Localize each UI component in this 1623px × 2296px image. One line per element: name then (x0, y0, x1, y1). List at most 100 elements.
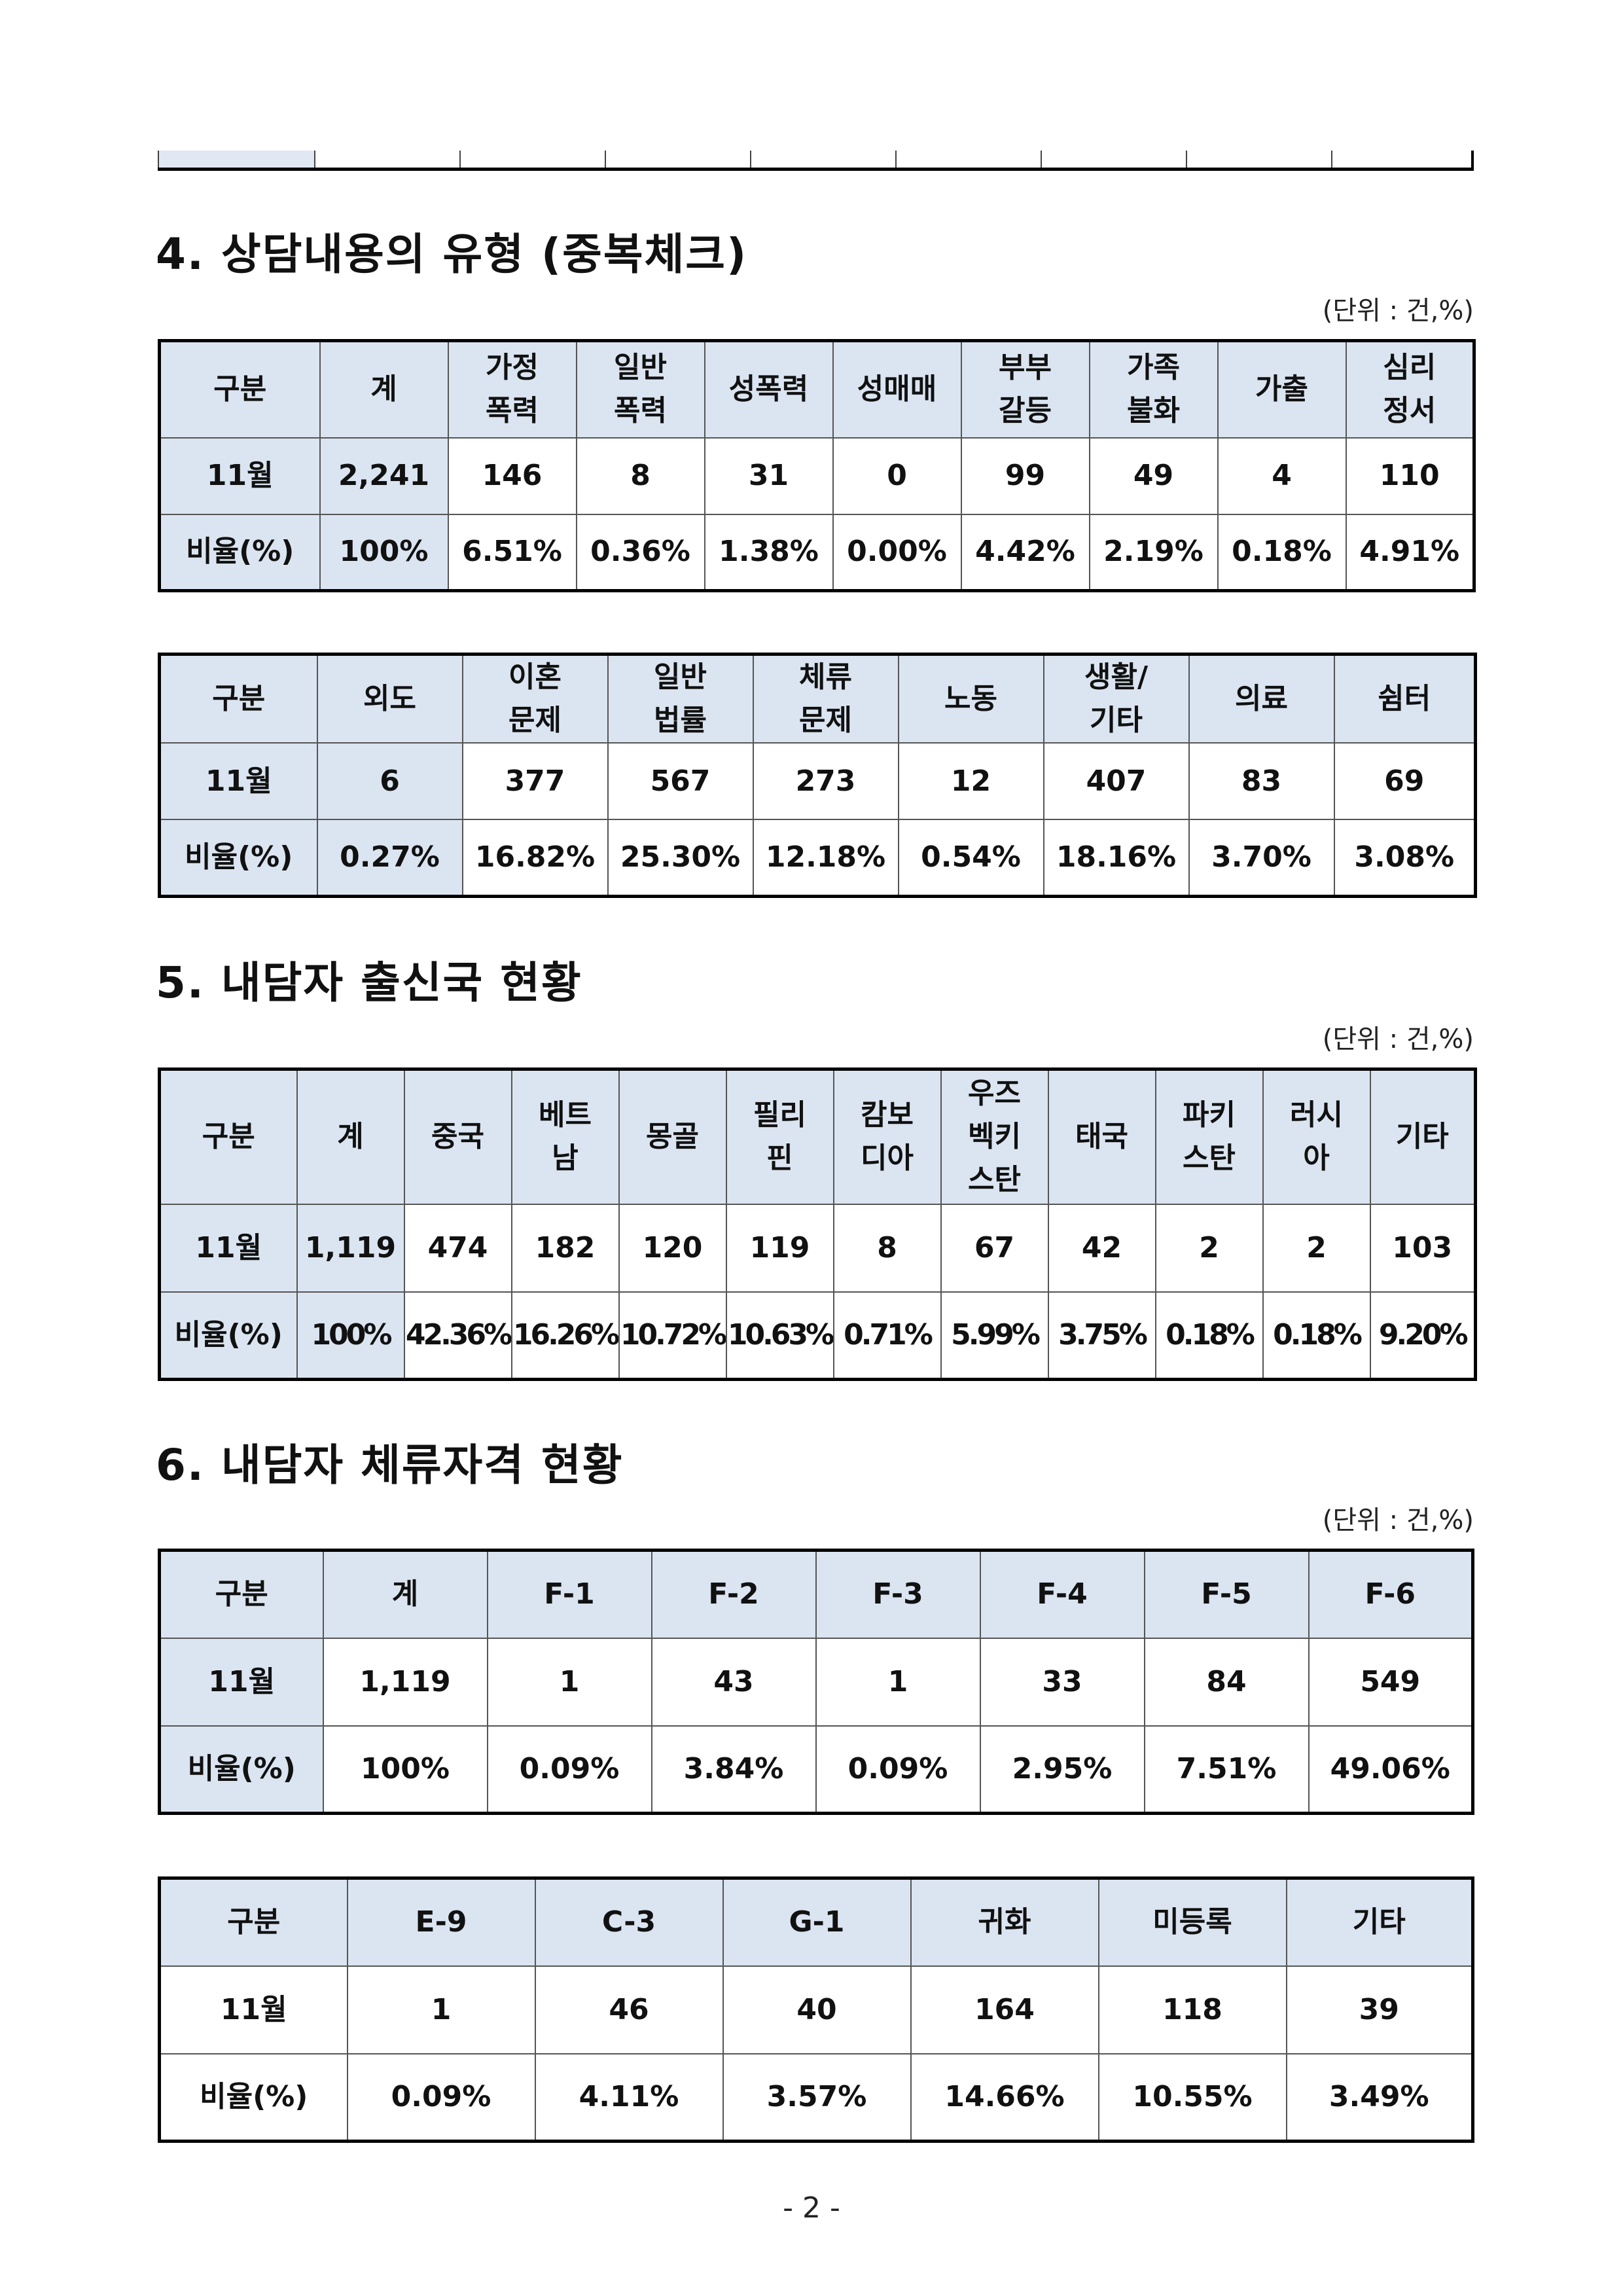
table-row: 비율(%) 100% 42.36% 16.26% 10.72% 10.63% 0.71% 5.… (158, 1291, 1476, 1380)
data-cell: 3.08% (1333, 819, 1476, 897)
data-cell: 1,119 (322, 1637, 488, 1727)
row-label-cell: 11월 (158, 437, 321, 515)
header-cell: 귀화 (910, 1877, 1099, 1967)
header-cell: 구분 (158, 1877, 348, 1967)
header-cell: 계 (322, 1549, 488, 1639)
header-cell: 노동 (897, 653, 1044, 744)
section-6-unit: (단위 : 건,%) (1322, 1505, 1474, 1535)
data-cell: 100% (296, 1291, 405, 1380)
header-cell: 가족 불화 (1088, 340, 1219, 439)
section-5-title: 5. 내담자 출신국 현황 (156, 958, 582, 1008)
data-cell: 1.38% (704, 513, 834, 592)
table-row: 11월 2,241 146 8 31 0 99 49 4 110 (158, 437, 1475, 515)
data-cell: 25.30% (607, 819, 754, 897)
header-cell: 가정 폭력 (447, 340, 577, 439)
header-cell: 구분 (158, 653, 318, 744)
header-cell: 필리 핀 (725, 1068, 834, 1205)
counseling-type-table-b: 구분 외도 이혼 문제 일반 법률 체류 문제 노동 생활/ 기타 의료 쉼터 11월 6 377 56… (158, 653, 1477, 898)
data-cell: 567 (607, 742, 754, 820)
previous-table-bottom-edge (158, 151, 1474, 171)
data-cell: 40 (722, 1965, 912, 2054)
section-5-unit: (단위 : 건,%) (1322, 1024, 1474, 1054)
data-cell: 2 (1154, 1203, 1264, 1293)
data-cell: 164 (910, 1965, 1099, 2054)
data-cell: 12.18% (752, 819, 899, 897)
data-cell: 4.11% (534, 2053, 724, 2142)
row-label-cell: 비율(%) (158, 819, 318, 897)
header-cell: 가출 (1217, 340, 1347, 439)
data-cell: 1 (486, 1637, 652, 1727)
header-row: 구분 계 가정 폭력 일반 폭력 성폭력 성매매 부부 갈등 가족 불화 가출 심리 정서 (158, 340, 1475, 439)
data-cell: 2.95% (979, 1725, 1145, 1814)
row-label-cell: 비율(%) (158, 513, 321, 592)
data-cell: 120 (618, 1203, 727, 1293)
data-cell: 69 (1333, 742, 1476, 820)
data-cell: 12 (897, 742, 1044, 820)
data-cell: 0.27% (316, 819, 463, 897)
data-cell: 2.19% (1088, 513, 1219, 592)
header-cell: G-1 (722, 1877, 912, 1967)
header-cell: E-9 (346, 1877, 536, 1967)
header-cell: 일반 폭력 (575, 340, 705, 439)
data-cell: 0.36% (575, 513, 705, 592)
data-cell: 110 (1345, 437, 1475, 515)
table-row: 비율(%) 0.27% 16.82% 25.30% 12.18% 0.54% 18.16% 3… (158, 819, 1476, 897)
header-cell: F-4 (979, 1549, 1145, 1639)
data-cell: 33 (979, 1637, 1145, 1727)
page-number: - 2 - (783, 2191, 840, 2225)
data-cell: 39 (1285, 1965, 1474, 2054)
data-cell: 100% (322, 1725, 488, 1814)
header-cell: F-5 (1143, 1549, 1310, 1639)
header-cell: 기타 (1369, 1068, 1476, 1205)
header-cell: F-6 (1308, 1549, 1474, 1639)
residence-status-table-a: 구분 계 F-1 F-2 F-3 F-4 F-5 F-6 11월 1,119 1 43 1 33 84 549… (158, 1549, 1474, 1815)
data-cell: 10.55% (1097, 2053, 1287, 2142)
data-cell: 6.51% (447, 513, 577, 592)
header-cell: 몽골 (618, 1068, 727, 1205)
data-cell: 67 (940, 1203, 1049, 1293)
header-cell: 기타 (1285, 1877, 1474, 1967)
header-cell: 부부 갈등 (960, 340, 1090, 439)
table-row: 비율(%) 0.09% 4.11% 3.57% 14.66% 10.55% 3.49% (158, 2053, 1474, 2142)
table-row: 비율(%) 100% 6.51% 0.36% 1.38% 0.00% 4.42% 2.19% 0… (158, 513, 1475, 592)
data-cell: 8 (575, 437, 705, 515)
data-cell: 377 (461, 742, 609, 820)
data-cell: 14.66% (910, 2053, 1099, 2142)
data-cell: 83 (1188, 742, 1335, 820)
data-cell: 49 (1088, 437, 1219, 515)
row-label-cell: 비율(%) (158, 1725, 324, 1814)
header-cell: C-3 (534, 1877, 724, 1967)
header-cell: 미등록 (1097, 1877, 1287, 1967)
header-cell: 중국 (403, 1068, 512, 1205)
data-cell: 6 (316, 742, 463, 820)
row-label-cell: 11월 (158, 742, 318, 820)
data-cell: 273 (752, 742, 899, 820)
header-row: 구분 계 F-1 F-2 F-3 F-4 F-5 F-6 (158, 1549, 1474, 1639)
header-cell: 이혼 문제 (461, 653, 609, 744)
header-cell: 우즈 벡키 스탄 (940, 1068, 1049, 1205)
header-cell: 파키 스탄 (1154, 1068, 1264, 1205)
data-cell: 5.99% (940, 1291, 1049, 1380)
header-cell: F-3 (815, 1549, 981, 1639)
data-cell: 42.36% (403, 1291, 512, 1380)
header-cell: 체류 문제 (752, 653, 899, 744)
header-cell: 구분 (158, 1068, 298, 1205)
data-cell: 7.51% (1143, 1725, 1310, 1814)
header-cell: 성매매 (832, 340, 962, 439)
row-label-cell: 11월 (158, 1203, 298, 1293)
row-label-cell: 비율(%) (158, 2053, 348, 2142)
data-cell: 3.57% (722, 2053, 912, 2142)
data-cell: 2,241 (319, 437, 449, 515)
section-4-title: 4. 상담내용의 유형 (중복체크) (156, 229, 748, 279)
data-cell: 9.20% (1369, 1291, 1476, 1380)
data-cell: 0.18% (1262, 1291, 1371, 1380)
data-cell: 3.70% (1188, 819, 1335, 897)
residence-status-table-b: 구분 E-9 C-3 G-1 귀화 미등록 기타 11월 1 46 40 164 118 39 비율(%) 0… (158, 1876, 1474, 2143)
data-cell: 0.71% (832, 1291, 942, 1380)
table-row: 비율(%) 100% 0.09% 3.84% 0.09% 2.95% 7.51% 49.06% (158, 1725, 1474, 1814)
header-cell: F-1 (486, 1549, 652, 1639)
row-label-cell: 11월 (158, 1965, 348, 2054)
header-cell: 쉼터 (1333, 653, 1476, 744)
counseling-type-table-a: 구분 계 가정 폭력 일반 폭력 성폭력 성매매 부부 갈등 가족 불화 가출 심리 정서 11월 2… (158, 339, 1476, 592)
